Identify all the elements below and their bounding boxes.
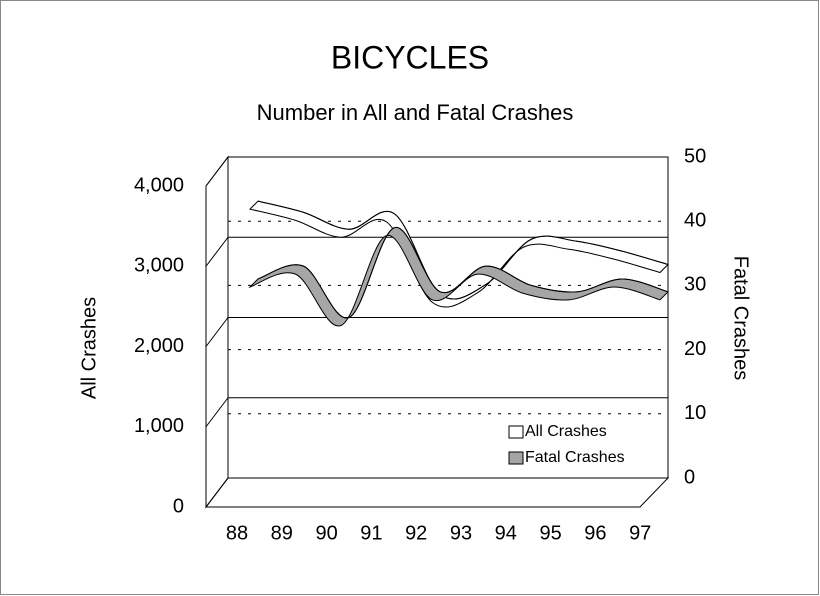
y-axis-title: All Crashes — [78, 297, 100, 399]
wall-line — [205, 236, 229, 267]
x-tick-label: 95 — [539, 522, 561, 544]
wall-line — [205, 397, 229, 428]
y-tick-label: 1,000 — [134, 415, 184, 437]
legend-label: Fatal Crashes — [525, 449, 625, 466]
legend-swatch — [508, 425, 524, 439]
y-tick-label: 0 — [173, 495, 184, 517]
line — [257, 200, 669, 300]
wall-line — [205, 156, 229, 187]
x-tick-label: 97 — [629, 522, 651, 544]
y-tick-label: 3,000 — [134, 255, 184, 277]
chart-title: BICYCLES — [331, 39, 489, 75]
y2-tick-label: 0 — [684, 466, 695, 488]
x-tick-label: 94 — [495, 522, 517, 544]
y-tick-label: 4,000 — [134, 174, 184, 196]
legend-label: All Crashes — [525, 423, 607, 440]
x-tick-label: 96 — [584, 522, 606, 544]
x-tick-label: 91 — [360, 522, 382, 544]
x-tick-label: 88 — [226, 522, 248, 544]
line — [257, 227, 669, 319]
y2-tick-label: 10 — [684, 402, 706, 424]
chart-subtitle: Number in All and Fatal Crashes — [257, 100, 574, 125]
y2-tick-label: 20 — [684, 338, 706, 360]
y2-tick-label: 50 — [684, 145, 706, 167]
x-tick-label: 92 — [405, 522, 427, 544]
y-tick-label: 2,000 — [134, 335, 184, 357]
x-tick-label: 89 — [271, 522, 293, 544]
x-tick-label: 90 — [315, 522, 337, 544]
y2-tick-label: 40 — [684, 209, 706, 231]
legend-swatch — [508, 451, 524, 465]
wall-line — [205, 477, 229, 508]
x-tick-label: 93 — [450, 522, 472, 544]
wall-line — [205, 317, 229, 347]
y2-axis-title: Fatal Crashes — [730, 256, 752, 381]
y2-tick-label: 30 — [684, 274, 706, 296]
